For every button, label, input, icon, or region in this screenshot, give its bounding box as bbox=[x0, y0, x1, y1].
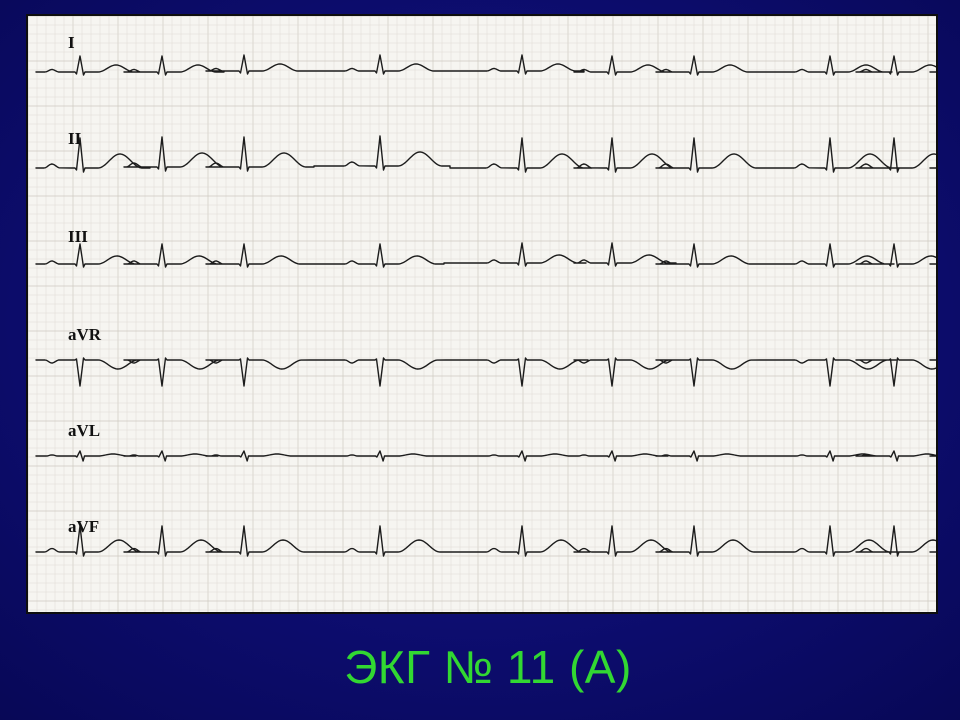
lead-label-aVR: aVR bbox=[68, 325, 102, 344]
lead-label-II: II bbox=[68, 129, 82, 148]
lead-label-aVF: aVF bbox=[68, 517, 99, 536]
ecg-svg: IIIIIIaVRaVLaVF bbox=[28, 16, 936, 612]
slide: IIIIIIaVRaVLaVF ЭКГ № 11 (А) bbox=[0, 0, 960, 720]
ecg-chart: IIIIIIaVRaVLaVF bbox=[26, 14, 938, 614]
slide-caption: ЭКГ № 11 (А) bbox=[26, 640, 950, 694]
lead-label-aVL: aVL bbox=[68, 421, 100, 440]
lead-label-III: III bbox=[68, 227, 88, 246]
lead-label-I: I bbox=[68, 33, 75, 52]
